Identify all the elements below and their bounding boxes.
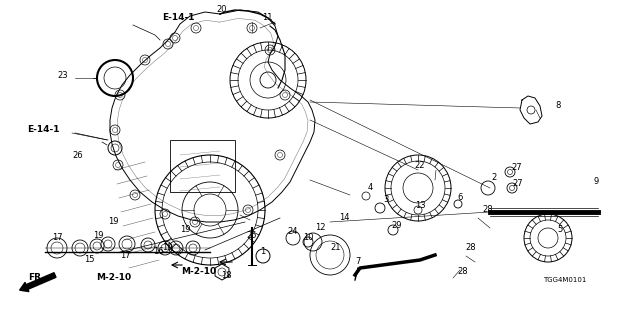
Text: 9: 9 <box>593 178 598 187</box>
Text: 26: 26 <box>73 150 83 159</box>
Text: E-14-1: E-14-1 <box>163 13 195 22</box>
Text: 12: 12 <box>315 223 325 233</box>
Text: 11: 11 <box>262 13 273 22</box>
Text: 7: 7 <box>355 258 361 267</box>
Text: 22: 22 <box>415 161 425 170</box>
Text: 14: 14 <box>339 213 349 222</box>
Text: 17: 17 <box>120 252 131 260</box>
Text: 6: 6 <box>458 194 463 203</box>
Text: 2: 2 <box>492 173 497 182</box>
Text: M-2-10: M-2-10 <box>97 274 132 283</box>
Text: 1: 1 <box>260 247 266 257</box>
Text: 28: 28 <box>466 244 476 252</box>
FancyArrow shape <box>20 273 56 292</box>
Text: 24: 24 <box>288 228 298 236</box>
Text: 18: 18 <box>221 270 231 279</box>
Text: 28: 28 <box>458 268 468 276</box>
Text: 20: 20 <box>217 5 227 14</box>
Text: 16: 16 <box>153 247 163 257</box>
Text: 25: 25 <box>247 230 257 239</box>
Text: FR.: FR. <box>28 274 44 283</box>
Text: 5: 5 <box>557 226 563 235</box>
Text: 15: 15 <box>84 255 94 265</box>
Text: 29: 29 <box>392 220 403 229</box>
Text: 4: 4 <box>367 183 372 193</box>
Text: 17: 17 <box>52 233 62 242</box>
Text: 19: 19 <box>93 230 103 239</box>
Text: 13: 13 <box>415 201 426 210</box>
Text: 28: 28 <box>483 205 493 214</box>
Text: 10: 10 <box>303 234 313 243</box>
Text: M-2-10: M-2-10 <box>181 268 216 276</box>
Text: 8: 8 <box>555 100 561 109</box>
Text: E-14-1: E-14-1 <box>28 125 60 134</box>
Text: 27: 27 <box>513 179 524 188</box>
Text: 19: 19 <box>108 218 118 227</box>
Text: 27: 27 <box>512 164 522 172</box>
Text: 19: 19 <box>180 226 190 235</box>
Text: TGG4M0101: TGG4M0101 <box>543 277 587 283</box>
Text: 3: 3 <box>383 196 388 204</box>
Bar <box>170 140 235 192</box>
Text: 23: 23 <box>58 70 68 79</box>
Text: 19: 19 <box>162 244 172 252</box>
Text: 21: 21 <box>331 244 341 252</box>
